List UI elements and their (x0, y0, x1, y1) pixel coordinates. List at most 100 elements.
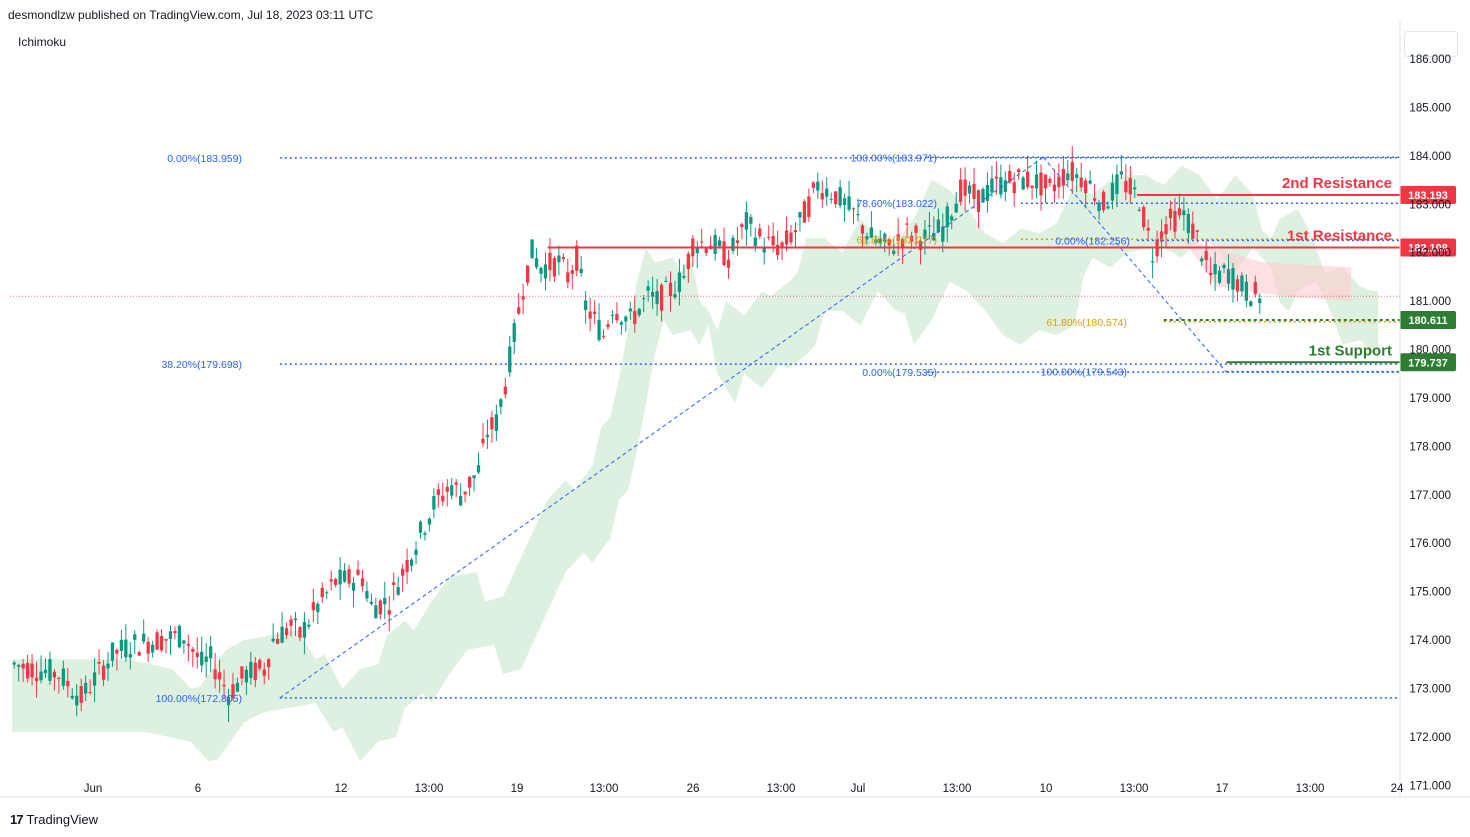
time-tick-label: 13:00 (590, 783, 619, 795)
candle-body (825, 188, 829, 197)
candle-body (293, 618, 298, 621)
candle-body (512, 323, 516, 342)
candle-body (900, 238, 905, 249)
time-tick-label: 12 (335, 783, 348, 795)
candle-body (1092, 198, 1097, 201)
candle-body (990, 178, 994, 193)
candle-body (914, 225, 918, 233)
candle-body (124, 639, 128, 658)
candle-body (1115, 174, 1119, 195)
candle-body (235, 682, 240, 692)
candle-body (1146, 227, 1150, 231)
candle-body (43, 669, 48, 674)
indicator-label[interactable]: Ichimoku (18, 35, 67, 49)
fib-label: 0.00%(182.256) (1055, 235, 1130, 247)
candle-body (231, 684, 235, 698)
candle-body (1039, 172, 1043, 196)
candle-body (275, 638, 280, 644)
candle-body (57, 677, 61, 679)
candle-body (1235, 279, 1240, 292)
candle-body (994, 176, 999, 179)
candle-body (856, 214, 860, 216)
candle-body (1097, 202, 1101, 212)
candle-body (713, 234, 717, 254)
candle-body (798, 212, 802, 218)
candle-body (682, 275, 686, 278)
candle-body (222, 684, 226, 687)
candle-body (807, 196, 811, 217)
fib-label: 100.00%(172.805) (156, 693, 242, 705)
candle-body (1159, 231, 1164, 242)
candle-body (1021, 177, 1025, 190)
candle-body (409, 559, 414, 566)
candle-body (838, 187, 842, 206)
candle-body (762, 248, 766, 253)
candle-body (1226, 269, 1231, 284)
candle-body (1043, 174, 1048, 189)
price-tick-label: 178.000 (1409, 441, 1451, 453)
candle-body (959, 179, 963, 202)
candle-body (1240, 275, 1244, 292)
candle-body (1204, 251, 1208, 260)
candle-body (392, 582, 396, 585)
candle-body (204, 656, 208, 662)
level-label: 1st Support (1309, 342, 1392, 359)
candle-body (936, 219, 940, 233)
candle-body (17, 665, 21, 667)
time-tick-label: Jul (851, 783, 866, 795)
candle-body (195, 652, 199, 658)
candle-body (976, 190, 981, 212)
price-tick-label: 175.000 (1409, 587, 1451, 599)
price-tag (1400, 310, 1456, 329)
candle-body (1106, 206, 1110, 209)
time-tick-label: 13:00 (767, 783, 796, 795)
candle-body (530, 239, 534, 259)
candle-body (1025, 171, 1030, 187)
candle-body (351, 582, 356, 591)
candle-body (954, 203, 958, 213)
time-tick-label: 13:00 (1120, 783, 1149, 795)
candle-body (441, 495, 445, 502)
candle-body (1030, 185, 1034, 188)
candle-body (597, 320, 601, 340)
candle-body (847, 196, 851, 210)
candle-body (606, 324, 610, 328)
candle-body (503, 386, 507, 395)
candle-body (1195, 230, 1199, 232)
candle-body (534, 258, 539, 268)
cloud-green (12, 165, 1379, 762)
price-tag-text: 179.737 (1408, 357, 1448, 369)
price-levels: 2nd Resistance 183.193 1st Resistance 182.1… (547, 175, 1456, 372)
chart-settings-box[interactable] (1404, 31, 1458, 57)
candle-body (173, 631, 177, 634)
candle-body (88, 691, 92, 693)
candle-body (1079, 177, 1083, 188)
candle-body (860, 225, 865, 234)
price-axis: 171.000 172.000 173.000 174.000 175.000 176.0… (1399, 20, 1451, 797)
candle-body (217, 672, 222, 680)
candle-body (39, 671, 43, 681)
candle-body (735, 240, 740, 243)
candle-body (668, 282, 673, 297)
candle-body (383, 597, 387, 605)
fib-label: 0.00%(179.535) (862, 367, 937, 379)
candle-body (30, 663, 34, 678)
candle-body (1075, 174, 1079, 178)
candle-body (298, 627, 302, 638)
candle-body (615, 313, 619, 321)
candle-body (253, 662, 257, 681)
candle-body (802, 201, 807, 223)
candle-body (918, 241, 923, 250)
tradingview-footer[interactable]: 17 TradingView (10, 812, 98, 827)
candle-body (552, 258, 557, 277)
candle-body (302, 621, 307, 638)
price-tick-label: 176.000 (1409, 538, 1451, 550)
candle-body (517, 307, 521, 314)
candle-body (374, 605, 378, 619)
candle-body (320, 587, 324, 598)
candle-body (642, 298, 646, 300)
candle-body (1034, 174, 1039, 189)
candle-body (70, 695, 74, 699)
candle-body (115, 649, 119, 654)
